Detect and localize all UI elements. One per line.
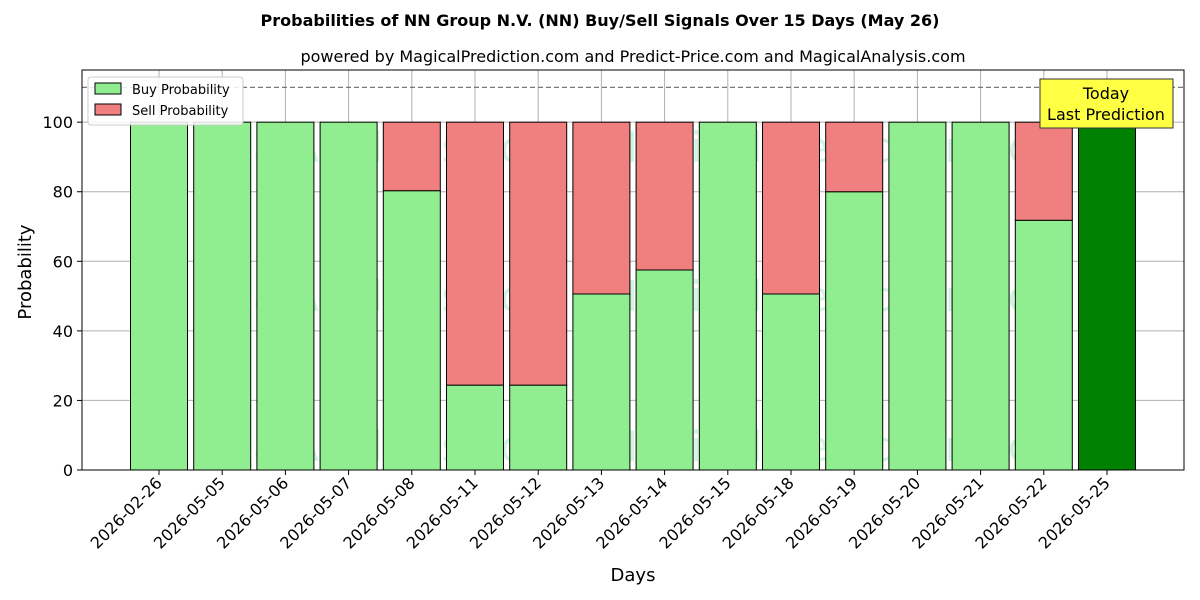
buy-bar <box>193 121 252 471</box>
chart-subtitle: powered by MagicalPrediction.com and Pre… <box>300 47 965 66</box>
legend: Buy Probability Sell Probability <box>87 76 244 126</box>
buy-bar <box>382 190 441 471</box>
buy-bar <box>698 121 757 471</box>
sell-bar <box>446 121 504 386</box>
y-tick-label: 60 <box>53 252 73 271</box>
bars-layer <box>82 86 1184 471</box>
sell-bar <box>572 121 631 295</box>
chart-title: Probabilities of NN Group N.V. (NN) Buy/… <box>261 11 940 30</box>
today-box <box>1039 78 1174 129</box>
legend-label-sell: Sell Probability <box>132 104 229 119</box>
sell-bar <box>382 121 441 192</box>
x-axis-title: Days <box>611 565 656 586</box>
buy-bar <box>1078 121 1136 471</box>
y-tick-label: 100 <box>42 113 73 132</box>
buy-bar <box>446 384 504 471</box>
buy-bar <box>572 293 631 471</box>
legend-swatch-sell <box>94 103 122 116</box>
legend-label-buy: Buy Probability <box>132 83 230 98</box>
buy-bar <box>825 191 884 471</box>
buy-bar <box>509 384 568 471</box>
sell-bar <box>762 121 820 295</box>
buy-bar <box>130 121 188 471</box>
today-annotation: Today Last Prediction <box>1039 78 1174 129</box>
y-tick-label: 20 <box>53 391 73 410</box>
sell-bar <box>509 121 568 386</box>
buy-bar <box>319 121 378 471</box>
buy-bar <box>888 121 947 471</box>
buy-bar <box>256 121 315 471</box>
y-tick-label: 80 <box>53 183 73 202</box>
sell-bar <box>825 121 884 193</box>
buy-bar <box>635 269 694 471</box>
legend-swatch-buy <box>94 82 122 95</box>
buy-bar <box>762 293 820 471</box>
buy-bar <box>951 121 1010 471</box>
y-axis-title: Probability <box>15 224 36 319</box>
buy-bar <box>1014 219 1073 471</box>
y-tick-label: 0 <box>63 461 73 480</box>
plot-frame <box>81 69 1185 471</box>
sell-bar <box>635 121 694 271</box>
today-label: Today <box>1082 84 1129 103</box>
last-prediction-label: Last Prediction <box>1047 105 1165 124</box>
sell-bar <box>1014 121 1073 221</box>
legend-box <box>87 76 244 126</box>
y-tick-label: 40 <box>53 322 73 341</box>
